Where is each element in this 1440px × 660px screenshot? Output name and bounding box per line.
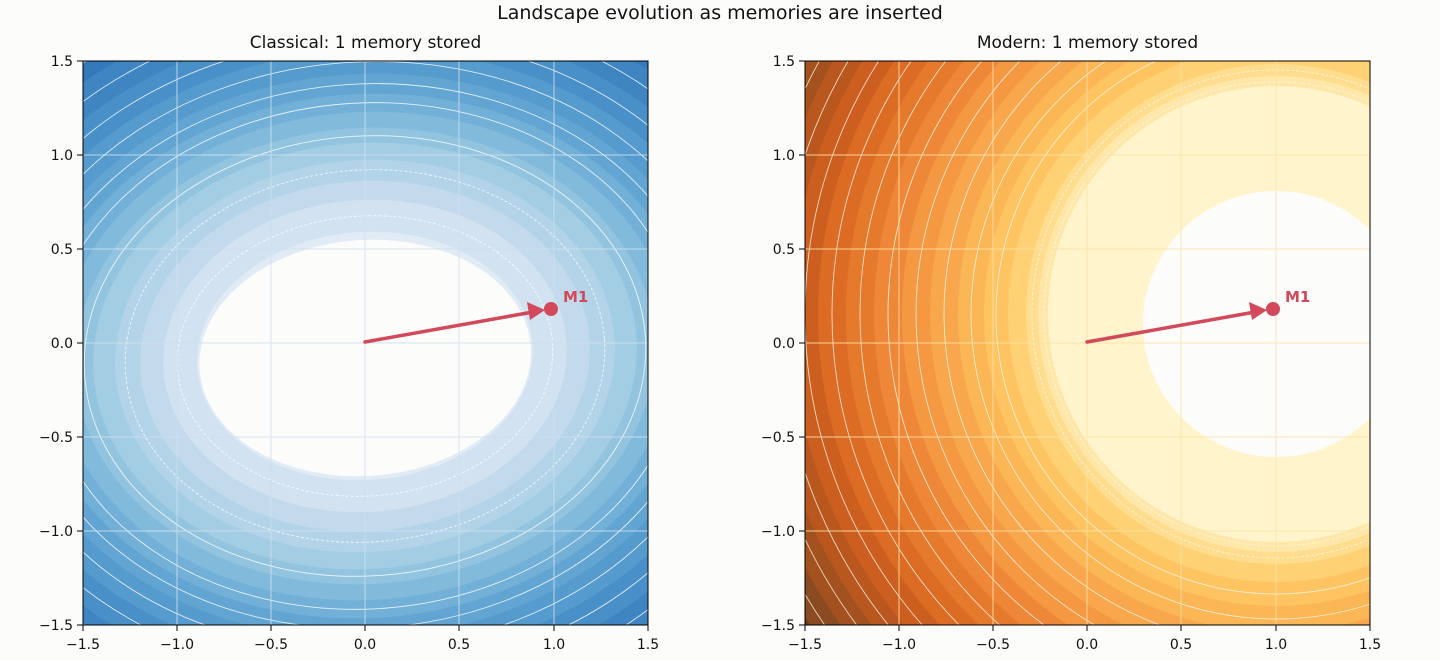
x-tick-label: 0.5 (1170, 637, 1192, 653)
panel-title-classical: Classical: 1 memory stored (249, 33, 482, 53)
x-tick-label: 1.0 (543, 637, 565, 653)
x-tick-label: −1.0 (882, 637, 916, 653)
x-tick-label: 1.5 (1359, 637, 1381, 653)
modern-contour-plot (805, 61, 1370, 625)
x-tick-label: 1.0 (1265, 637, 1287, 653)
figure-suptitle: Landscape evolution as memories are inse… (497, 2, 943, 24)
x-tick-label: −0.5 (976, 637, 1010, 653)
modern-memory-arrow: M1 (1085, 288, 1310, 344)
memory-label-m1: M1 (563, 288, 588, 306)
panel-title-modern: Modern: 1 memory stored (976, 33, 1199, 53)
y-tick-label: 0.0 (51, 336, 73, 352)
classical-grid (83, 61, 648, 625)
y-tick-label: 1.5 (773, 54, 795, 70)
y-tick-label: 0.5 (51, 242, 73, 258)
memory-label-m1: M1 (1285, 288, 1310, 306)
y-tick-label: −1.0 (39, 524, 73, 540)
y-tick-label: −1.5 (761, 618, 795, 634)
y-tick-label: 0.0 (773, 336, 795, 352)
x-tick-label: −0.5 (254, 637, 288, 653)
modern-y-tick-labels: 1.5 1.0 0.5 0.0 −0.5 −1.0 −1.5 (761, 54, 795, 634)
x-tick-label: −1.5 (66, 637, 100, 653)
y-tick-label: 1.0 (51, 148, 73, 164)
classical-contour-plot (83, 61, 648, 625)
x-tick-label: 0.5 (448, 637, 470, 653)
y-tick-label: −1.0 (761, 524, 795, 540)
y-tick-label: 1.5 (51, 54, 73, 70)
classical-x-tick-labels: −1.5 −1.0 −0.5 0.0 0.5 1.0 1.5 (66, 637, 659, 653)
classical-y-tick-labels: 1.5 1.0 0.5 0.0 −0.5 −1.0 −1.5 (39, 54, 73, 634)
classical-memory-arrow: M1 (363, 288, 588, 344)
modern-ticks (799, 60, 1371, 631)
x-tick-label: 0.0 (354, 637, 376, 653)
modern-x-tick-labels: −1.5 −1.0 −0.5 0.0 0.5 1.0 1.5 (788, 637, 1381, 653)
x-tick-label: −1.0 (160, 637, 194, 653)
y-tick-label: −0.5 (761, 430, 795, 446)
modern-grid (805, 61, 1370, 625)
x-tick-label: 1.5 (637, 637, 659, 653)
x-tick-label: −1.5 (788, 637, 822, 653)
x-tick-label: 0.0 (1076, 637, 1098, 653)
y-tick-label: −1.5 (39, 618, 73, 634)
y-tick-label: −0.5 (39, 430, 73, 446)
y-tick-label: 1.0 (773, 148, 795, 164)
memory-point-m1 (544, 302, 558, 316)
memory-point-m1 (1266, 302, 1280, 316)
y-tick-label: 0.5 (773, 242, 795, 258)
classical-ticks (77, 60, 649, 631)
